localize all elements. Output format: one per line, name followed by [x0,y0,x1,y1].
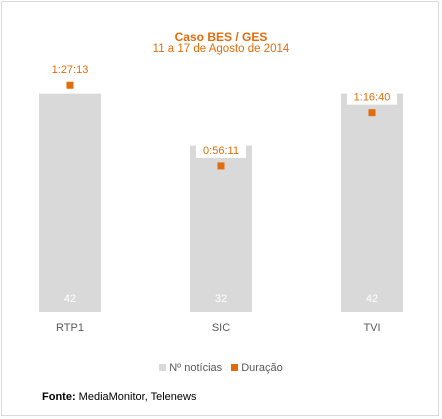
bar-value-tvi: 42 [366,293,378,305]
legend-swatch-duracao [231,364,239,371]
legend-item-duracao: Duração [231,362,283,374]
bar-sic [190,145,252,312]
duration-label-rtp1: 1:27:13 [52,64,89,76]
legend-label-duracao: Duração [241,362,283,374]
bar-rtp1 [39,93,101,312]
source-text: MediaMonitor, Telenews [78,391,197,403]
chart-title: Caso BES / GES [174,30,268,44]
legend-label-noticias: Nº notícias [169,362,223,374]
duration-label-box-sic [196,141,246,158]
bar-value-sic: 32 [215,293,227,305]
category-label-sic: SIC [212,322,230,334]
source-label: Fonte: [42,391,76,403]
bar-tvi [341,93,403,312]
duration-label-box-rtp1 [45,61,95,78]
category-label-rtp1: RTP1 [56,322,84,334]
duration-label-box-tvi [347,88,397,105]
chart-legend: Nº notícias Duração [0,362,442,374]
duration-label-sic: 0:56:11 [203,145,239,157]
duration-point-rtp1 [66,81,74,89]
bar-value-rtp1: 42 [64,293,76,305]
legend-item-noticias: Nº notícias [159,362,222,374]
legend-swatch-noticias [159,364,167,371]
duration-point-sic [217,162,225,170]
chart-subtitle: 11 a 17 de Agosto de 2014 [152,43,290,55]
category-label-tvi: TVI [363,322,380,334]
source-footer: Fonte: MediaMonitor, Telenews [42,391,196,403]
duration-label-tvi: 1:16:40 [354,92,391,104]
duration-point-tvi [368,109,376,117]
